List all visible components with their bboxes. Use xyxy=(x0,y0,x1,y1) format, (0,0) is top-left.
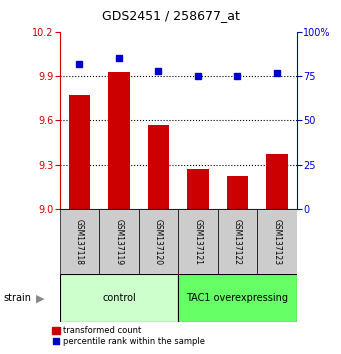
Bar xyxy=(257,209,297,274)
Bar xyxy=(108,72,130,209)
Bar xyxy=(218,209,257,274)
Text: GSM137118: GSM137118 xyxy=(75,219,84,264)
Bar xyxy=(187,169,209,209)
Bar xyxy=(178,274,297,322)
Bar xyxy=(139,209,178,274)
Text: GSM137122: GSM137122 xyxy=(233,219,242,264)
Bar xyxy=(60,209,99,274)
Text: strain: strain xyxy=(3,293,31,303)
Bar xyxy=(60,274,178,322)
Bar xyxy=(69,95,90,209)
Bar xyxy=(99,209,139,274)
Bar xyxy=(226,176,248,209)
Text: GDS2451 / 258677_at: GDS2451 / 258677_at xyxy=(102,9,239,22)
Text: GSM137119: GSM137119 xyxy=(115,218,123,265)
Legend: transformed count, percentile rank within the sample: transformed count, percentile rank withi… xyxy=(48,322,209,350)
Text: GSM137123: GSM137123 xyxy=(272,218,281,265)
Text: GSM137120: GSM137120 xyxy=(154,218,163,265)
Text: GSM137121: GSM137121 xyxy=(193,219,203,264)
Bar xyxy=(178,209,218,274)
Text: control: control xyxy=(102,293,136,303)
Bar xyxy=(148,125,169,209)
Bar xyxy=(266,154,288,209)
Text: ▶: ▶ xyxy=(36,293,44,303)
Text: TAC1 overexpressing: TAC1 overexpressing xyxy=(187,293,288,303)
